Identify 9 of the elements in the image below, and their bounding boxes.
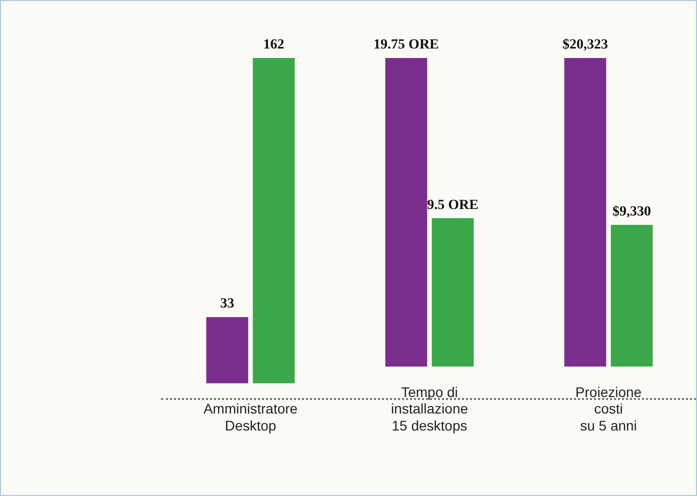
data-label: $20,323	[562, 38, 608, 53]
data-label: 162	[263, 38, 284, 53]
category-label: Tempo di installazione 15 desktops	[390, 384, 468, 434]
category-label: Amministratore Desktop	[203, 400, 298, 434]
data-label: $9,330	[612, 204, 652, 220]
category-label: Proiezione costi su 5 anni	[575, 384, 642, 434]
data-label: 19.75 ORE	[374, 38, 439, 53]
data-label: 33	[220, 296, 234, 312]
data-label: 9.5 ORE	[427, 198, 478, 213]
